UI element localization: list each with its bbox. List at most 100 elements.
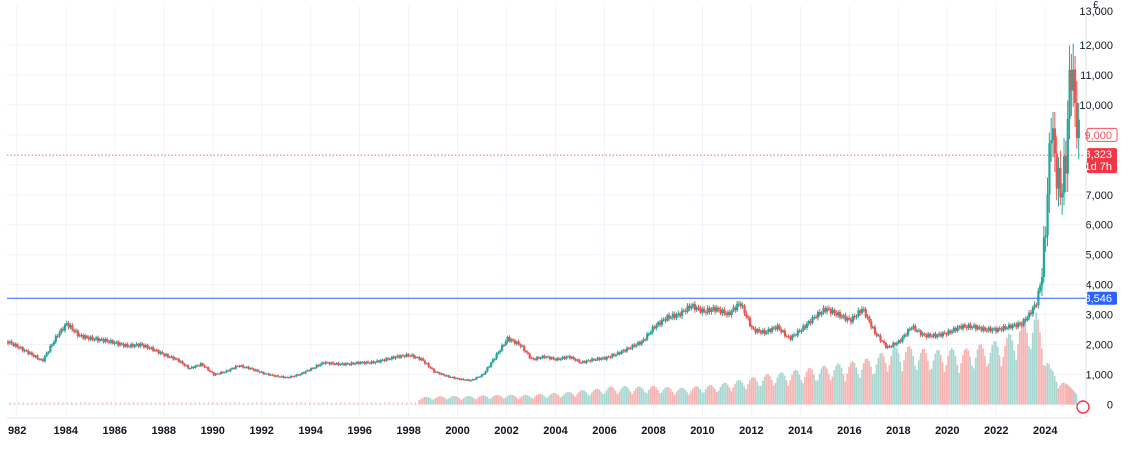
candle-body: [67, 323, 70, 328]
horizontal-lines[interactable]: [7, 154, 1086, 299]
candle-body: [548, 356, 551, 360]
volume-bar: [545, 397, 547, 405]
volume-bar: [813, 374, 815, 405]
candle-body: [25, 350, 28, 352]
x-axis[interactable]: 982 1984 1986 1988 1990 1992 1994 1996 1998 2000 2…: [7, 417, 1082, 437]
volume-bar: [693, 386, 696, 405]
volume-bar: [987, 363, 990, 405]
y-axis[interactable]: 01,0002,0003,0004,0005,0006,0007,0008,00…: [1079, 6, 1113, 418]
y-tick-label: 4,000: [1085, 280, 1113, 292]
candle-body: [150, 347, 153, 349]
candle-body: [464, 379, 467, 381]
circle-outline-icon[interactable]: [1076, 400, 1090, 414]
candle-body: [256, 369, 259, 372]
volume-bar: [546, 397, 549, 405]
volume-bar: [433, 399, 435, 405]
volume-bar: [928, 370, 931, 405]
candle-body: [102, 339, 105, 342]
volume-bar: [917, 360, 920, 405]
volume-bar: [185, 402, 187, 405]
candle-body: [172, 356, 175, 360]
volume-bar: [743, 386, 746, 405]
volume-bar: [802, 383, 804, 405]
candle-body: [950, 331, 954, 333]
candle-body: [164, 354, 168, 356]
volume-bar: [613, 388, 615, 405]
volume-bar: [1035, 312, 1038, 405]
volume-bar: [1040, 348, 1043, 405]
volume-bar: [1031, 332, 1034, 405]
candle-body: [607, 356, 610, 358]
price-tag[interactable]: [1087, 291, 1117, 305]
volume-bar: [434, 397, 437, 405]
x-tick-label: 2024: [1033, 425, 1058, 437]
candle-body: [122, 344, 125, 347]
x-tick-label: 2022: [984, 425, 1008, 437]
volume-bar: [899, 361, 902, 405]
volume-bar: [317, 402, 320, 405]
candle-body: [837, 312, 840, 316]
candle-body: [354, 363, 357, 365]
candle-body: [570, 356, 574, 359]
volume-bar: [877, 357, 880, 405]
candle-body: [1052, 128, 1055, 141]
volume-bar: [1063, 382, 1065, 405]
volume-bar: [772, 385, 775, 405]
candle-body: [976, 326, 979, 330]
volume-bar: [580, 390, 582, 405]
candle-body: [877, 335, 880, 337]
candle-body: [179, 361, 182, 363]
volume-bar: [829, 380, 832, 405]
candle-body: [308, 370, 311, 372]
volume-bar: [934, 353, 937, 405]
candle-body: [884, 342, 888, 348]
candle-body: [1002, 326, 1005, 331]
volume-bar: [609, 386, 611, 405]
candle-body: [506, 337, 509, 342]
candle-body: [872, 326, 875, 328]
candle-body: [771, 328, 774, 332]
volume-bar: [943, 371, 946, 405]
volume-bar: [846, 373, 848, 405]
volume-bar: [482, 395, 485, 405]
candle-body: [497, 352, 500, 354]
volume-bar: [451, 396, 454, 405]
candle-body: [40, 359, 43, 361]
candle-body: [119, 343, 122, 346]
volume-bar: [1022, 319, 1025, 405]
candle-body: [321, 362, 324, 365]
volume-bar: [805, 371, 808, 405]
candle-body: [862, 309, 866, 311]
price-tag-outline[interactable]: [1086, 127, 1118, 142]
candle-body: [748, 317, 752, 327]
volume-bar: [664, 387, 667, 405]
price-tag[interactable]: [1087, 148, 1117, 174]
volume-bar: [627, 388, 630, 405]
candle-body: [458, 378, 461, 380]
candle-body: [168, 357, 171, 359]
volume-bar: [384, 402, 386, 405]
volume-bar: [93, 402, 95, 405]
candle-body: [1064, 156, 1068, 174]
volume-bar: [737, 379, 740, 405]
volume-bar: [991, 345, 993, 405]
volume-bar: [585, 392, 588, 405]
candle-body: [741, 305, 744, 307]
candle-body: [717, 307, 720, 310]
volume-histogram: [9, 312, 1078, 405]
volume-bar: [938, 350, 940, 405]
volume-bar: [769, 376, 771, 405]
candle-body: [300, 372, 304, 375]
candle-body: [805, 323, 809, 328]
candle-body: [247, 366, 250, 370]
candle-body: [339, 363, 342, 366]
candle-body: [486, 367, 489, 372]
volume-bar: [616, 393, 619, 405]
volume-bar: [163, 402, 165, 405]
candle-body: [212, 372, 215, 376]
volume-bar: [456, 397, 459, 405]
volume-bar: [559, 397, 562, 405]
